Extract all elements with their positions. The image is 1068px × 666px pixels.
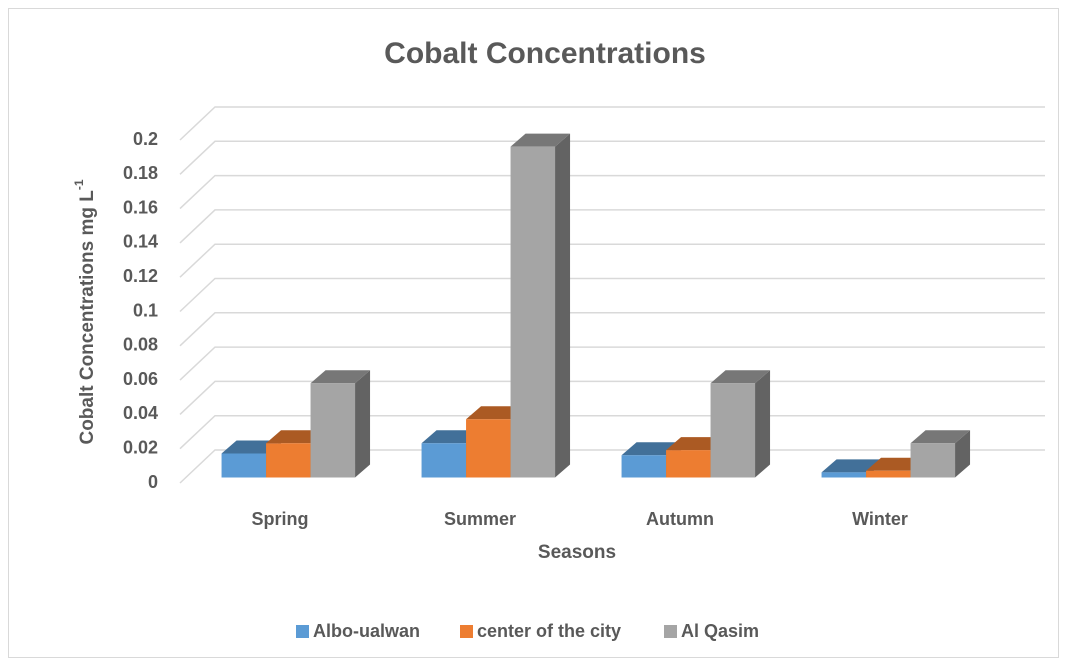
bar-front bbox=[666, 450, 711, 478]
y-tick-label: 0.08 bbox=[123, 335, 158, 355]
bar-top bbox=[710, 370, 771, 384]
bar-side bbox=[355, 370, 371, 478]
y-tick-label: 0.1 bbox=[133, 300, 158, 320]
bar-side bbox=[955, 430, 971, 478]
grid-line bbox=[179, 106, 1045, 141]
grid-line bbox=[179, 140, 1045, 175]
grid-line bbox=[179, 346, 1045, 381]
bar-side bbox=[555, 133, 571, 478]
bar-top bbox=[510, 133, 571, 147]
x-tick-label: Summer bbox=[444, 509, 516, 529]
grid-line bbox=[179, 243, 1045, 278]
y-tick-label: 0.04 bbox=[123, 403, 158, 423]
grid-line bbox=[179, 174, 1045, 210]
bar-top bbox=[310, 370, 371, 384]
legend-swatch bbox=[664, 625, 677, 638]
bar bbox=[510, 133, 571, 478]
bar-front bbox=[466, 419, 511, 478]
bar-top bbox=[910, 430, 971, 444]
bar-front bbox=[821, 472, 867, 478]
y-axis-label-text: Cobalt Concentrations mg L bbox=[77, 190, 98, 445]
bar-top bbox=[821, 459, 882, 473]
bar-front bbox=[910, 443, 956, 478]
bar-front bbox=[710, 383, 756, 478]
x-tick-label: Spring bbox=[252, 509, 309, 529]
y-tick-label: 0 bbox=[148, 472, 158, 492]
x-tick-label: Autumn bbox=[646, 509, 714, 529]
bar-front bbox=[310, 383, 356, 478]
bar-side bbox=[755, 370, 771, 478]
y-tick-label: 0.06 bbox=[123, 369, 158, 389]
bar-front bbox=[221, 453, 267, 478]
legend-label: center of the city bbox=[477, 621, 621, 641]
legend-swatch bbox=[460, 625, 473, 638]
x-axis-label: Seasons bbox=[538, 542, 616, 563]
y-tick-label: 0.02 bbox=[123, 437, 158, 457]
y-tick-label: 0.18 bbox=[123, 163, 158, 183]
grid-line bbox=[179, 312, 1045, 347]
bar-front bbox=[866, 470, 911, 478]
y-axis-label-superscript: -1 bbox=[72, 179, 86, 190]
legend-label: Albo-ualwan bbox=[313, 621, 420, 641]
y-tick-label: 0.12 bbox=[123, 266, 158, 286]
y-tick-label: 0.14 bbox=[123, 232, 158, 252]
legend-swatch bbox=[296, 625, 309, 638]
x-tick-label: Winter bbox=[852, 509, 908, 529]
bar bbox=[710, 370, 771, 478]
bar bbox=[910, 430, 971, 478]
bar-front bbox=[510, 146, 556, 478]
chart-title: Cobalt Concentrations bbox=[384, 37, 706, 70]
bar-front bbox=[266, 443, 311, 478]
bar-front bbox=[421, 443, 467, 478]
y-axis-label: Cobalt Concentrations mg L-1 bbox=[72, 179, 98, 444]
bar bbox=[310, 370, 371, 478]
bar-front bbox=[621, 455, 667, 478]
grid-line bbox=[179, 277, 1045, 313]
y-tick-label: 0.2 bbox=[133, 129, 158, 149]
grid-line bbox=[179, 209, 1045, 244]
y-tick-label: 0.16 bbox=[123, 197, 158, 217]
legend-label: Al Qasim bbox=[681, 621, 759, 641]
